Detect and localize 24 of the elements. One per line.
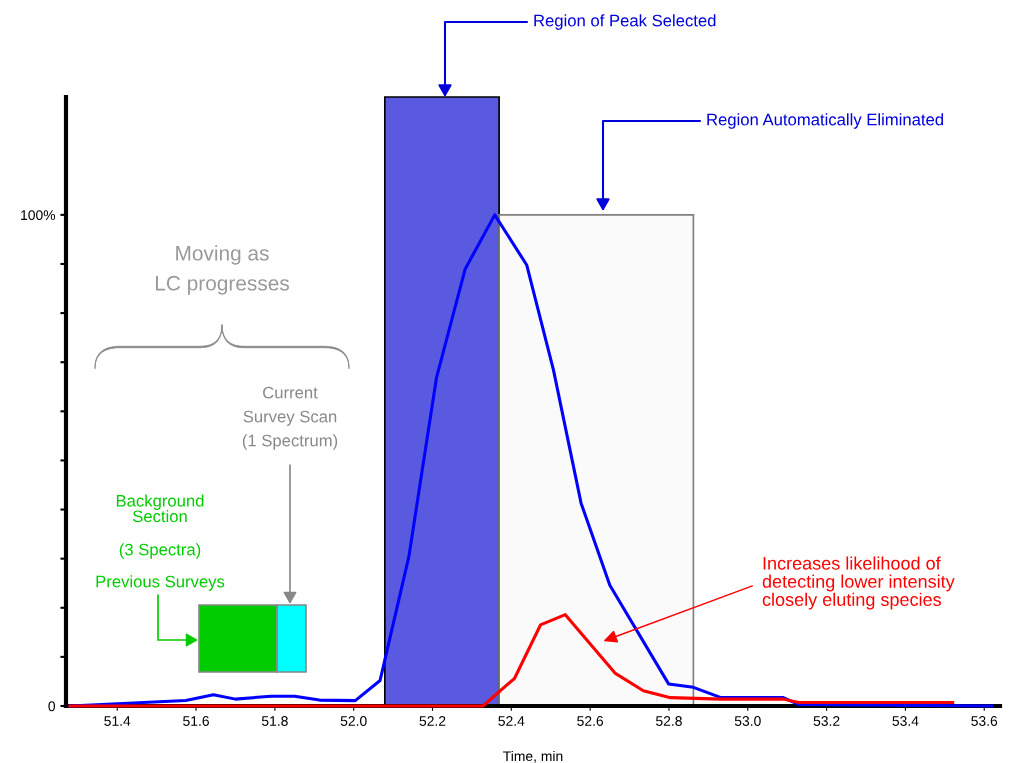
- line-series: [68, 613, 955, 708]
- annotation: Moving as LC progresses: [155, 245, 289, 295]
- annotation: Increases likelihood of detecting lower intensity closely eluting species: [762, 556, 955, 610]
- x-tick-label: 53.0: [734, 716, 761, 726]
- band-label: Region Automatically Eliminated: [707, 113, 944, 129]
- y-tick-label: 0: [48, 701, 56, 712]
- x-tick-label: 53.4: [892, 716, 919, 726]
- x-tick-label: 53.6: [971, 716, 998, 726]
- y-tick-label: 100%: [21, 210, 56, 221]
- x-tick-label: 51.6: [183, 716, 209, 726]
- x-tick-label: 52.2: [419, 716, 446, 726]
- x-tick-label: 51.4: [104, 716, 131, 726]
- x-tick-label: 51.8: [261, 716, 288, 726]
- annotation: Background Section: [116, 494, 204, 523]
- x-tick-label: 52.0: [340, 716, 367, 726]
- x-axis-title: Time, min: [503, 750, 563, 763]
- annotation: Previous Surveys: [96, 575, 225, 591]
- x-tick-label: 52.8: [656, 716, 682, 726]
- annotation: Current Survey Scan (1 Spectrum): [242, 386, 338, 450]
- x-tick-label: 52.6: [577, 716, 604, 726]
- annotation: (3 Spectra): [119, 543, 201, 559]
- x-tick-label: 53.2: [813, 716, 840, 726]
- x-tick-label: 52.4: [498, 716, 525, 726]
- band-label: Region of Peak Selected: [534, 14, 716, 30]
